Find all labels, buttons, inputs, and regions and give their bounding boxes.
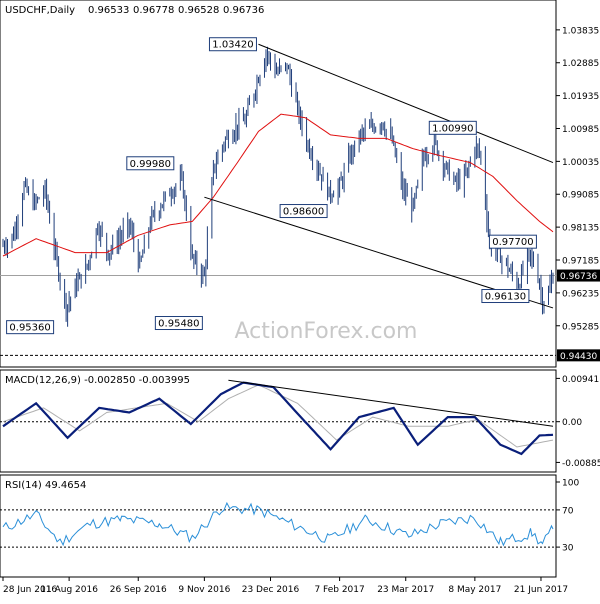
price-axis-label: 1.03835 [562, 26, 599, 36]
macd-series-layer [0, 379, 556, 456]
chart-header-close: 0.96736 [223, 5, 264, 16]
macd-label: MACD(12,26,9) -0.002850 -0.003995 [5, 375, 190, 386]
rsi-series-layer [0, 501, 556, 548]
swing-label: 1.00990 [432, 123, 473, 134]
price-axis-label: 0.96235 [562, 289, 599, 299]
swing-label: 0.97700 [492, 237, 533, 248]
swing-label-box [428, 120, 477, 135]
rsi-axis: 100 70 30 [556, 479, 579, 554]
swing-label: 0.95360 [9, 323, 50, 334]
swing-label: 0.95480 [158, 319, 199, 330]
time-axis-label: 7 Feb 2017 [314, 585, 364, 595]
price-series-layer: 1.03420 0.99980 1.00990 0.98600 0.97700 0.961… [0, 37, 556, 356]
time-axis-label: 23 Mar 2017 [377, 585, 434, 595]
chart-header-symbol: USDCHF,Daily [5, 5, 75, 16]
price-bars [2, 46, 554, 327]
macd-panel: MACD(12,26,9) -0.002850 -0.003995 [0, 369, 557, 473]
rsi-panel-frame [0, 474, 557, 578]
macd-line [2, 381, 554, 456]
time-axis-label: 23 Dec 2016 [242, 585, 300, 595]
swing-label: 0.99980 [130, 159, 171, 170]
time-axis-label: 11 Aug 2016 [40, 585, 98, 595]
price-axis-label: 1.01935 [562, 92, 599, 102]
rsi-axis-label: 30 [562, 544, 574, 554]
watermark: ActionForex.com [235, 319, 418, 344]
current-price-box [557, 269, 600, 282]
swing-label: 1.03420 [212, 40, 253, 51]
swing-label-box [279, 204, 328, 219]
rsi-axis-label: 70 [562, 506, 574, 516]
time-axis-label: 28 Jun 2016 [3, 585, 57, 595]
price-panel-frame [0, 0, 557, 368]
price-panel: ActionForex.com USDCHF,Daily 0.96533 0.9… [0, 0, 557, 368]
macd-axis-label: -0.008852 [562, 459, 600, 469]
macd-axis: 0.009411 0.00 -0.008852 [556, 375, 600, 469]
price-axis: 1.03835 1.02885 1.01935 1.00985 1.00035 0.990… [556, 26, 600, 362]
swing-label: 0.96130 [485, 292, 526, 303]
chart-header-open: 0.96533 [88, 5, 129, 16]
swing-label-box [208, 37, 257, 52]
swing-label: 0.98600 [283, 207, 324, 218]
price-axis-label: 1.00985 [562, 125, 599, 135]
price-axis-label: 0.97185 [562, 257, 599, 267]
support-label-box [557, 349, 600, 362]
chart-header-high: 0.96778 [133, 5, 174, 16]
price-axis-label: 0.98135 [562, 224, 599, 234]
time-axis-label: 26 Sep 2016 [110, 585, 167, 595]
swing-label-box [126, 156, 175, 171]
time-axis-label: 21 Jun 2017 [514, 585, 568, 595]
swing-label-box [488, 234, 537, 249]
price-axis-label: 1.02885 [562, 59, 599, 69]
rsi-panel: RSI(14) 49.4654 [0, 474, 557, 578]
time-axis-label: 9 Nov 2016 [178, 585, 230, 595]
price-axis-label: 1.00035 [562, 158, 599, 168]
price-trendline [258, 43, 554, 164]
time-axis-label: 8 May 2017 [448, 585, 501, 595]
macd-axis-label: 0.009411 [562, 375, 600, 385]
swing-label-box [154, 316, 203, 331]
rsi-line [2, 501, 554, 547]
price-axis-label: 0.95285 [562, 322, 599, 332]
swing-label-box [6, 320, 55, 335]
rsi-axis-label: 100 [562, 479, 579, 489]
current-price-label: 0.96736 [560, 272, 597, 282]
price-axis-label: 0.99085 [562, 191, 599, 201]
chart-header-low: 0.96528 [178, 5, 219, 16]
rsi-label: RSI(14) 49.4654 [5, 480, 86, 491]
swing-label-box [481, 289, 530, 304]
macd-axis-label: 0.00 [562, 418, 582, 428]
support-label: 0.94430 [560, 352, 597, 362]
macd-signal-line [2, 384, 554, 448]
macd-trendline [228, 379, 554, 427]
moving-average-line [2, 113, 554, 257]
